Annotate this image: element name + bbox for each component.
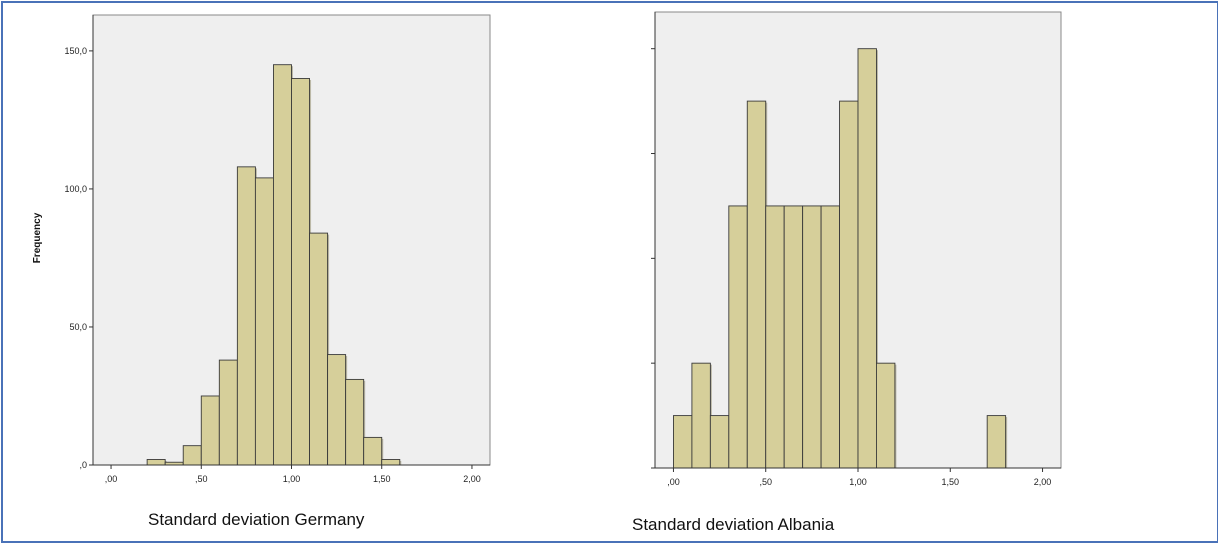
bar-albania-7 (802, 205, 822, 469)
y-tick-label-germany-3: 150,0 (64, 46, 87, 56)
bar-albania-3 (728, 205, 748, 469)
y-tick-label-germany-1: 50,0 (69, 322, 87, 332)
y-tick-label-germany-2: 100,0 (64, 184, 87, 194)
x-tick-label-albania-4: 2,00 (1034, 477, 1052, 487)
bar-albania-9 (839, 100, 859, 469)
bar-germany-12 (363, 436, 383, 466)
bar-germany-4 (218, 359, 238, 466)
bar-albania-8 (820, 205, 840, 469)
x-tick-label-germany-4: 2,00 (463, 474, 481, 484)
bar-albania-4 (746, 100, 767, 469)
bar-germany-6 (254, 177, 274, 466)
bar-albania-2 (709, 415, 730, 469)
bar-albania-12 (986, 415, 1007, 469)
x-tick-label-albania-0: ,00 (667, 477, 680, 487)
bar-albania-11 (876, 362, 896, 469)
x-tick-label-germany-3: 1,50 (373, 474, 391, 484)
x-tick-label-germany-2: 1,00 (283, 474, 301, 484)
bar-germany-13 (381, 459, 401, 466)
bar-germany-3 (200, 395, 220, 466)
bar-albania-6 (783, 205, 804, 469)
bar-albania-5 (765, 205, 785, 469)
bar-germany-5 (236, 166, 256, 466)
x-tick-label-albania-3: 1,50 (942, 477, 960, 487)
bar-germany-2 (182, 445, 202, 466)
ylabel-germany: Frequency (32, 212, 43, 263)
xlabel-albania: Standard deviation Albania (632, 515, 835, 534)
x-tick-label-germany-0: ,00 (105, 474, 118, 484)
bar-albania-1 (691, 362, 711, 469)
x-tick-label-albania-2: 1,00 (849, 477, 867, 487)
bar-germany-11 (345, 378, 365, 466)
bar-germany-9 (309, 232, 329, 466)
bar-albania-0 (673, 415, 693, 469)
x-tick-label-albania-1: ,50 (759, 477, 772, 487)
xlabel-germany: Standard deviation Germany (148, 510, 365, 529)
bar-germany-10 (327, 354, 347, 466)
x-tick-label-germany-1: ,50 (195, 474, 208, 484)
bar-germany-0 (146, 459, 166, 466)
y-tick-label-germany-0: ,0 (79, 460, 87, 470)
bar-germany-7 (273, 64, 292, 466)
bar-germany-8 (291, 78, 310, 466)
bar-albania-10 (857, 48, 877, 469)
